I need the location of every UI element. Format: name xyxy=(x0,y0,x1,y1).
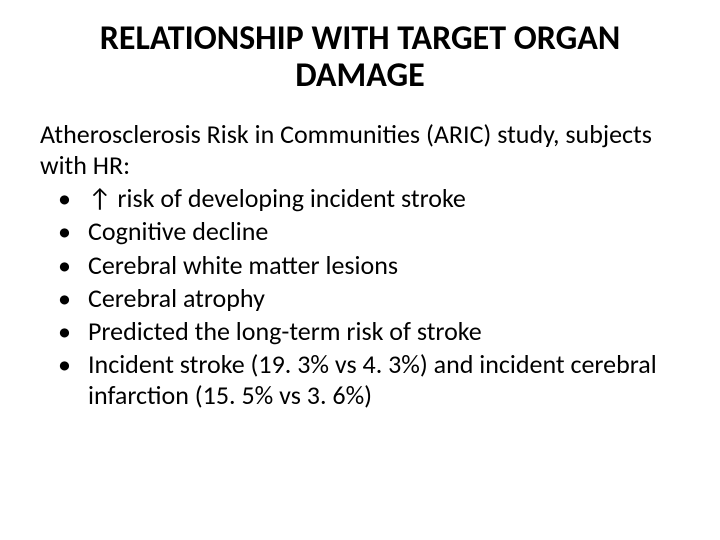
list-item: ↑ risk of developing incident stroke xyxy=(40,183,680,214)
bullet-list: ↑ risk of developing incident stroke Cog… xyxy=(40,183,680,411)
list-item: Cerebral white matter lesions xyxy=(40,250,680,281)
list-item: Cognitive decline xyxy=(40,216,680,247)
slide-title: RELATIONSHIP WITH TARGET ORGAN DAMAGE xyxy=(40,20,680,95)
list-item: Cerebral atrophy xyxy=(40,283,680,314)
list-item: Predicted the long-term risk of stroke xyxy=(40,316,680,347)
intro-text: Atherosclerosis Risk in Communities (ARI… xyxy=(40,119,680,181)
list-item: Incident stroke (19. 3% vs 4. 3%) and in… xyxy=(40,349,680,411)
